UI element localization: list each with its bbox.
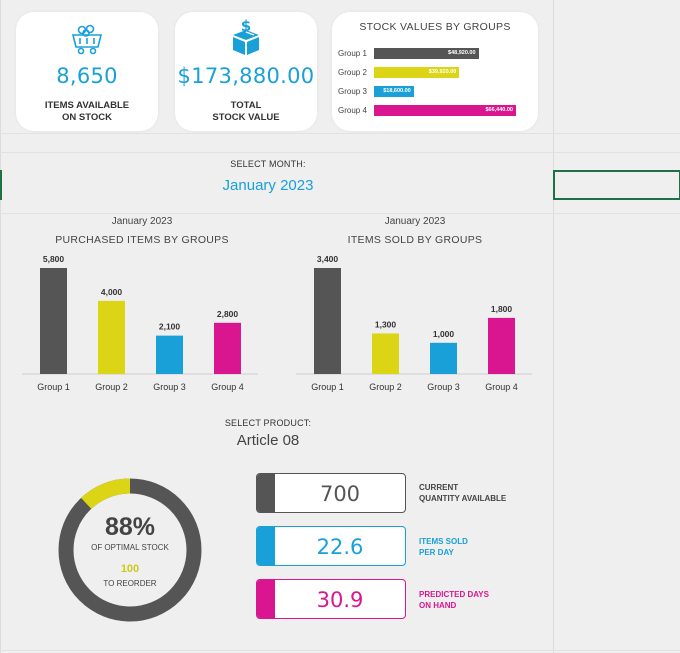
reorder-value: 100 (120, 563, 140, 575)
chart-category-label: Group 4 (485, 382, 518, 392)
chart-category-label: Group 3 (427, 382, 460, 392)
stock-value-group-label: Group 1 (338, 49, 367, 58)
chart-value-label: 5,800 (43, 254, 65, 264)
svg-text:$: $ (241, 18, 251, 35)
chart-category-label: Group 3 (153, 382, 186, 392)
items-sold-per-day-label-1: ITEMS SOLD (419, 537, 468, 546)
stock-value-bar-label: $66,440.00 (485, 107, 513, 113)
stock-value-bar: $39,920.00 (374, 67, 460, 78)
stock-values-card: STOCK VALUES BY GROUPS Group 1 $48,920.00… (332, 12, 538, 131)
predicted-days-value: 30.9 (316, 588, 364, 612)
items-sold-per-day-label-2: PER DAY (419, 548, 454, 557)
chart-category-label: Group 2 (369, 382, 402, 392)
selected-row-marker (0, 170, 2, 200)
stock-value-value: $173,880.00 (177, 64, 315, 88)
mine-cart-icon (71, 24, 103, 55)
donut-percent: 88% (104, 513, 156, 541)
predicted-days-box: 30.9 (256, 579, 406, 619)
stock-value-card: $ $173,880.00 TOTAL STOCK VALUE (175, 12, 317, 131)
sheet-grid-line (0, 152, 680, 153)
donut-reorder-segment (81, 478, 131, 510)
items-available-value: 8,650 (56, 64, 118, 88)
predicted-days-label: PREDICTED DAYS ON HAND (419, 589, 489, 611)
chart-bar (98, 300, 125, 374)
stock-value-bar-label: $39,920.00 (428, 69, 457, 75)
metric-stripe (257, 580, 275, 618)
stock-value-label-1: TOTAL (230, 100, 262, 111)
sheet-grid-line (0, 133, 680, 134)
chart-value-label: 1,300 (375, 319, 397, 329)
sold-chart-subtitle: January 2023 (384, 216, 446, 227)
money-box-icon: $ (233, 18, 259, 55)
chart-category-label: Group 2 (95, 382, 128, 392)
chart-bar (372, 333, 399, 374)
current-quantity-value: 700 (319, 482, 361, 506)
donut-sub-label: OF OPTIMAL STOCK (91, 543, 169, 552)
stock-value-bar: $48,920.00 (374, 48, 479, 59)
items-sold-per-day-value: 22.6 (316, 535, 364, 559)
optimal-stock-donut (58, 478, 202, 622)
predicted-days-label-2: ON HAND (419, 601, 457, 610)
sheet-grid-line (553, 0, 554, 653)
chart-bar (430, 342, 457, 374)
current-quantity-label: CURRENT QUANTITY AVAILABLE (419, 482, 506, 504)
chart-value-label: 1,800 (491, 304, 513, 314)
metric-stripe (257, 527, 275, 565)
chart-bar (156, 335, 183, 374)
select-product-label: SELECT PRODUCT: (224, 418, 312, 428)
purchased-chart-subtitle: January 2023 (111, 216, 173, 227)
items-sold-chart: 3,400 Group 1 1,300 Group 2 1,000 Group 3 1,80… (296, 254, 532, 392)
chart-bar (488, 317, 515, 374)
predicted-days-label-1: PREDICTED DAYS (419, 590, 489, 599)
chart-value-label: 1,000 (433, 329, 455, 339)
chart-bar (214, 322, 241, 374)
stock-value-group-label: Group 4 (338, 106, 367, 115)
current-quantity-box: 700 (256, 473, 406, 513)
items-available-label-1: ITEMS AVAILABLE (44, 100, 130, 111)
purchased-chart-title: PURCHASED ITEMS BY GROUPS (55, 234, 229, 246)
chart-category-label: Group 4 (211, 382, 244, 392)
sheet-grid-line (0, 213, 680, 214)
chart-bar (314, 268, 341, 374)
product-selector[interactable]: Article 08 (236, 432, 300, 449)
select-month-label: SELECT MONTH: (230, 159, 306, 169)
month-selector[interactable]: January 2023 (222, 177, 314, 194)
items-sold-per-day-box: 22.6 (256, 526, 406, 566)
stock-value-bar: $66,440.00 (374, 105, 516, 116)
stock-value-bar-label: $48,920.00 (448, 50, 476, 56)
stock-value-label-2: STOCK VALUE (212, 112, 280, 123)
items-available-card: 8,650 ITEMS AVAILABLE ON STOCK (16, 12, 158, 131)
stock-value-bar-label: $18,600.00 (383, 88, 411, 94)
metric-stripe (257, 474, 275, 512)
stock-value-bar: $18,600.00 (374, 86, 414, 97)
reorder-label: TO REORDER (103, 579, 157, 588)
purchased-items-chart: 5,800 Group 1 4,000 Group 2 2,100 Group 3 2,80… (22, 254, 258, 392)
items-sold-per-day-label: ITEMS SOLD PER DAY (419, 536, 468, 558)
current-quantity-label-1: CURRENT (419, 483, 459, 492)
sheet-grid-line (0, 650, 680, 651)
sheet-grid-line (0, 0, 1, 653)
stock-value-group-label: Group 2 (338, 68, 367, 77)
chart-value-label: 3,400 (317, 254, 339, 264)
sold-chart-title: ITEMS SOLD BY GROUPS (347, 234, 483, 246)
chart-value-label: 2,800 (217, 309, 239, 319)
stock-value-group-label: Group 3 (338, 87, 367, 96)
chart-category-label: Group 1 (37, 382, 70, 392)
items-available-label-2: ON STOCK (62, 112, 112, 123)
chart-bar (40, 268, 67, 374)
chart-category-label: Group 1 (311, 382, 344, 392)
current-quantity-label-2: QUANTITY AVAILABLE (419, 494, 507, 503)
chart-value-label: 4,000 (101, 287, 123, 297)
stock-values-title: STOCK VALUES BY GROUPS (359, 21, 511, 33)
chart-value-label: 2,100 (159, 322, 181, 332)
selected-cell[interactable] (553, 170, 680, 200)
